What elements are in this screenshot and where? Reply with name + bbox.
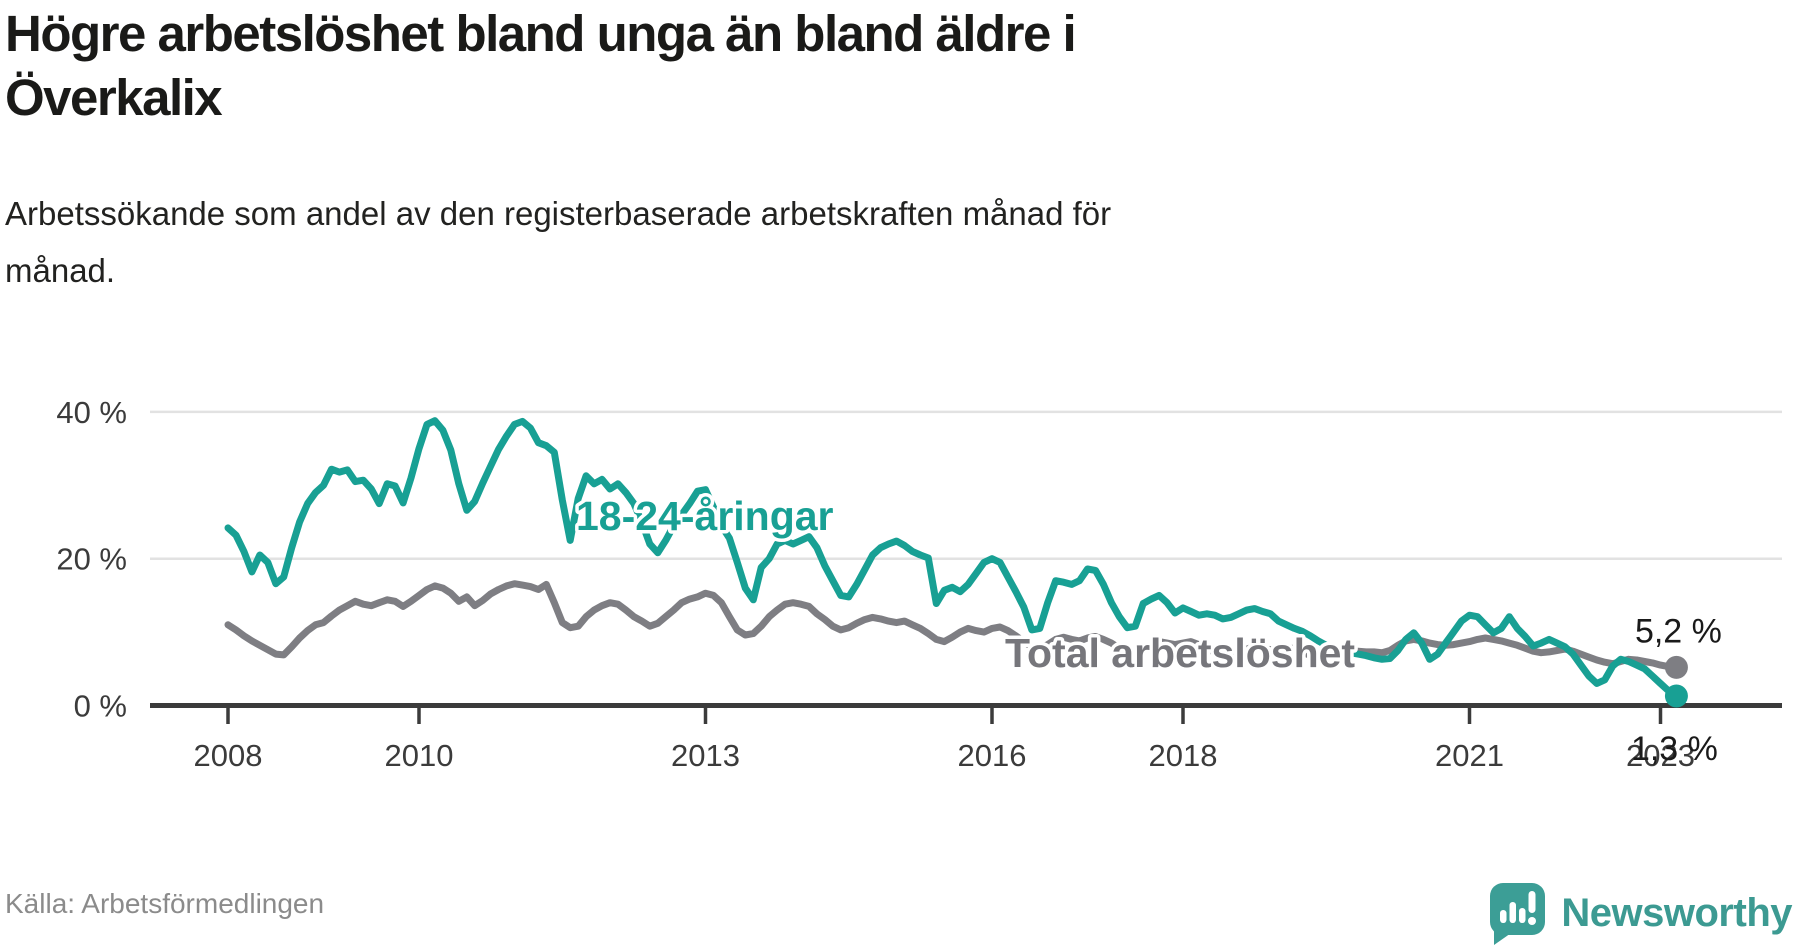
brand-footer: Newsworthy xyxy=(1487,880,1792,946)
logo-bar-3 xyxy=(1519,908,1526,923)
x-tick-label: 2018 xyxy=(1149,738,1218,773)
logo-bar-2 xyxy=(1509,902,1517,923)
logo-bubble-tail xyxy=(1494,927,1515,945)
page-title: Högre arbetslöshet bland unga än bland ä… xyxy=(5,5,1077,127)
series-line-0 xyxy=(224,417,1680,700)
series-label-1: Total arbetslöshet xyxy=(1005,630,1355,676)
newsworthy-logo-icon xyxy=(1490,883,1546,945)
x-tick-label: 2021 xyxy=(1435,738,1504,773)
series-end-dot-1 xyxy=(1664,655,1688,679)
x-tick-label: 2008 xyxy=(194,738,263,773)
series-end-value-1: 5,2 % xyxy=(1635,612,1722,650)
y-tick-label: 0 % xyxy=(74,689,127,724)
logo-bubble xyxy=(1490,883,1546,935)
x-tick-label: 2013 xyxy=(671,738,740,773)
series-end-dot-0 xyxy=(1664,684,1688,708)
y-tick-label: 40 % xyxy=(56,395,127,430)
series-label-0: 18-24-åringar xyxy=(576,493,834,539)
brand-wordmark: Newsworthy xyxy=(1561,890,1792,935)
series-end-value-0: 1,3 % xyxy=(1631,730,1718,768)
logo-bar-1 xyxy=(1500,910,1507,923)
series-line-1 xyxy=(224,580,1680,671)
y-tick-label: 20 % xyxy=(56,542,127,577)
x-tick-label: 2016 xyxy=(958,738,1027,773)
logo-exclamation-bar xyxy=(1528,891,1536,913)
x-tick-label: 2010 xyxy=(385,738,454,773)
x-tick-label: 2023 xyxy=(1626,738,1695,773)
logo-exclamation-dot xyxy=(1528,917,1537,925)
page-subtitle: Arbetssökande som andel av den registerb… xyxy=(5,195,1112,289)
source-note: Källa: Arbetsförmedlingen xyxy=(5,888,325,919)
